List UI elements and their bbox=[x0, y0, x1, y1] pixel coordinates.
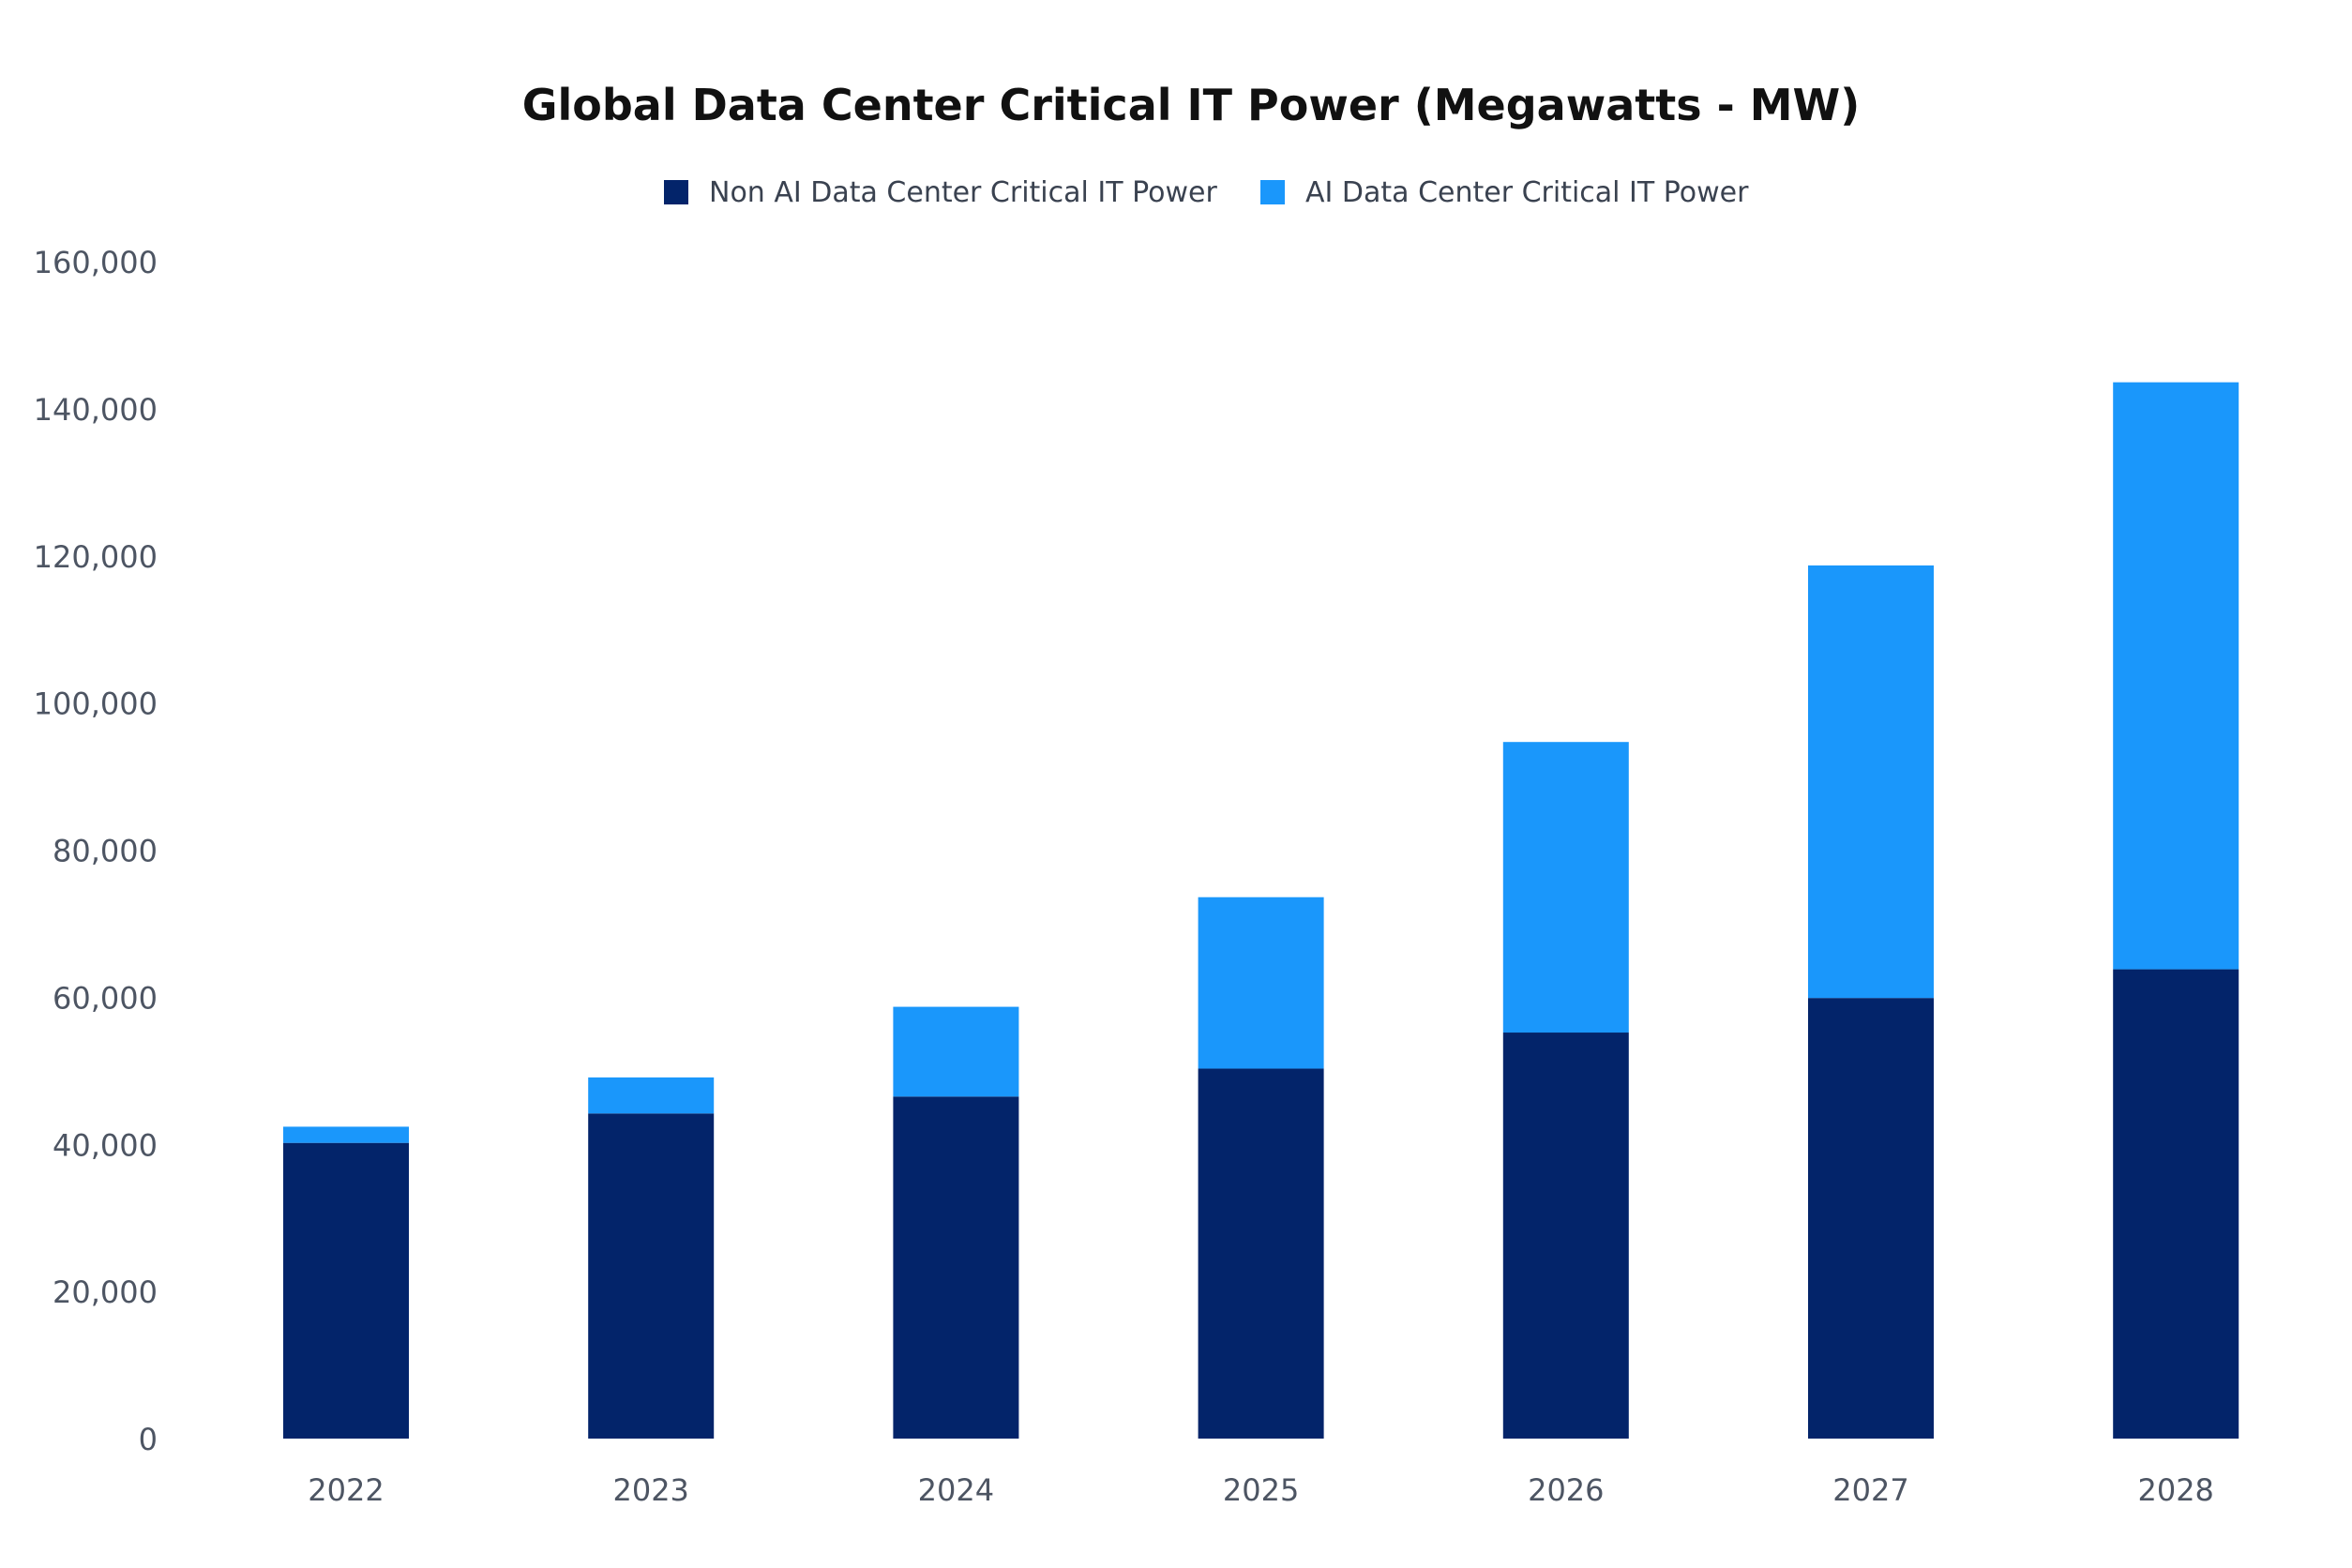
x-tick-label: 2025 bbox=[1223, 1472, 1299, 1508]
legend-label-non-ai: Non AI Data Center Critical IT Power bbox=[709, 176, 1217, 209]
legend: Non AI Data Center Critical IT Power AI … bbox=[664, 176, 1749, 209]
legend-swatch-ai bbox=[1260, 180, 1285, 204]
y-tick-label: 40,000 bbox=[53, 1127, 158, 1163]
x-tick-label: 2022 bbox=[308, 1472, 384, 1508]
bar-ai-2027 bbox=[1808, 565, 1934, 999]
chart-title: Global Data Center Critical IT Power (Me… bbox=[522, 80, 1861, 130]
bar-non-ai-2026 bbox=[1502, 1033, 1629, 1439]
bar-non-ai-2027 bbox=[1808, 998, 1934, 1439]
x-tick-label: 2024 bbox=[918, 1472, 994, 1508]
x-tick-label: 2027 bbox=[1832, 1472, 1908, 1508]
y-tick-label: 140,000 bbox=[34, 392, 158, 428]
bar-ai-2028 bbox=[2113, 382, 2239, 970]
bar-ai-2026 bbox=[1502, 742, 1629, 1033]
x-axis: 2022 2023 2024 2025 2026 2027 2028 bbox=[308, 1472, 2214, 1508]
y-tick-label: 60,000 bbox=[53, 980, 158, 1016]
bar-non-ai-2023 bbox=[588, 1113, 715, 1439]
legend-swatch-non-ai bbox=[664, 180, 688, 204]
y-tick-label: 160,000 bbox=[34, 245, 158, 280]
y-tick-label: 0 bbox=[139, 1422, 158, 1457]
y-tick-label: 80,000 bbox=[53, 834, 158, 869]
bar-ai-2023 bbox=[588, 1077, 715, 1114]
bar-non-ai-2025 bbox=[1198, 1068, 1324, 1439]
bar-group bbox=[283, 382, 2239, 1439]
y-tick-label: 120,000 bbox=[34, 539, 158, 575]
bar-ai-2024 bbox=[893, 1006, 1019, 1097]
bar-non-ai-2022 bbox=[283, 1142, 409, 1439]
y-tick-label: 20,000 bbox=[53, 1274, 158, 1310]
legend-label-ai: AI Data Center Critical IT Power bbox=[1305, 176, 1749, 209]
bar-ai-2025 bbox=[1198, 897, 1324, 1069]
x-tick-label: 2026 bbox=[1528, 1472, 1604, 1508]
x-tick-label: 2023 bbox=[612, 1472, 688, 1508]
bar-non-ai-2028 bbox=[2113, 969, 2239, 1439]
bar-ai-2022 bbox=[283, 1126, 409, 1143]
x-tick-label: 2028 bbox=[2137, 1472, 2213, 1508]
y-axis: 0 20,000 40,000 60,000 80,000 100,000 120,000 1… bbox=[34, 245, 158, 1457]
y-tick-label: 100,000 bbox=[34, 686, 158, 722]
bar-non-ai-2024 bbox=[893, 1096, 1019, 1439]
